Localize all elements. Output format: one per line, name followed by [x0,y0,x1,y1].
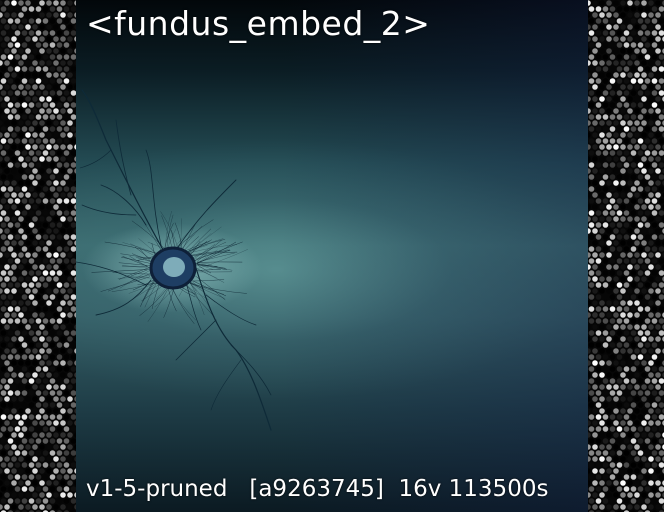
noise-dots-left [0,0,76,512]
image-footer-caption: v1-5-pruned [a9263745] 16v 113500s [86,476,549,502]
fundus-illustration [76,89,272,431]
image-title: <fundus_embed_2> [86,4,431,43]
left-noise-panel [0,0,76,512]
right-noise-panel [588,0,664,512]
optic-cup [163,257,185,277]
vessel-tree [76,89,272,431]
generated-image: <fundus_embed_2> v1-5-pruned [a9263745] … [76,0,588,512]
noise-dots-right [588,0,664,512]
